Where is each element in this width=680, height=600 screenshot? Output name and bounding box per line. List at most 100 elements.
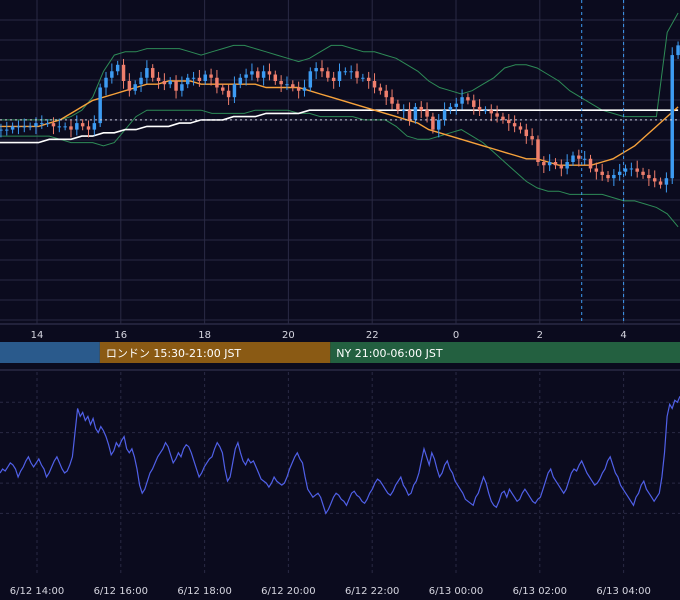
candle-body (115, 64, 120, 72)
candle-body (162, 81, 167, 85)
candle-body (69, 126, 73, 130)
candle-body (174, 81, 178, 91)
candle-body (267, 71, 272, 75)
candle-body (425, 110, 429, 117)
candle-body (664, 178, 669, 185)
price-tick-label: 18 (198, 330, 211, 341)
candle-body (372, 81, 377, 88)
candle-body (606, 174, 610, 179)
candle-body (98, 87, 102, 124)
candle-body (203, 74, 207, 81)
candle-body (582, 158, 587, 160)
candle-body (191, 77, 196, 79)
candle-body (314, 68, 318, 72)
candle-body (407, 110, 412, 120)
rsi-tick-label: 6/12 14:00 (10, 586, 64, 597)
candle-body (565, 162, 569, 169)
candle-body (0, 129, 3, 131)
candle-body (75, 123, 79, 130)
candle-body (28, 126, 32, 128)
price-grid (0, 19, 680, 325)
candle-body (542, 162, 546, 166)
candle-body (121, 64, 126, 81)
candle-body (238, 77, 243, 85)
candle-body (419, 106, 423, 111)
price-vertical-gridlines (36, 0, 625, 324)
candle-body (658, 181, 663, 185)
candle-body (431, 116, 435, 130)
candle-body (51, 123, 56, 127)
candle-body (547, 162, 552, 166)
candle-body (273, 74, 278, 81)
candle-body (378, 87, 383, 91)
rsi-x-axis: 6/12 14:00 6/12 16:00 6/12 18:00 6/12 20:00… (10, 586, 651, 597)
rsi-tick-label: 6/12 18:00 (177, 586, 231, 597)
candle-body (150, 68, 155, 78)
candle-body (104, 77, 108, 88)
candle-body (86, 126, 91, 130)
candle-body (343, 71, 348, 73)
candle-body (600, 171, 604, 175)
bollinger-bands (0, 12, 679, 228)
candle-body (553, 162, 558, 166)
candle-body (641, 171, 645, 175)
bollinger-lower-band (0, 109, 679, 228)
long-moving-average (0, 109, 679, 144)
candle-body (437, 119, 441, 130)
candle-body (331, 77, 336, 81)
candle-body (349, 71, 353, 73)
candle-body (80, 123, 85, 127)
candle-body (612, 174, 616, 179)
candle-body (647, 174, 651, 179)
session-block (330, 342, 680, 363)
candle-body (291, 84, 295, 88)
candle-body (285, 84, 289, 86)
candle-body (185, 77, 190, 85)
candle-body (629, 168, 634, 170)
candle-body (366, 77, 371, 81)
candle-body (261, 71, 266, 78)
price-tick-label: 22 (366, 330, 379, 341)
candle-body (396, 103, 400, 111)
candle-body (559, 165, 564, 169)
rsi-tick-label: 6/12 20:00 (261, 586, 315, 597)
candle-body (454, 103, 458, 107)
candle-body (460, 97, 464, 104)
candle-body (530, 136, 534, 140)
candlesticks[interactable] (0, 41, 680, 193)
candle-body (133, 84, 137, 91)
price-x-axis: 14 16 18 20 22 0 2 4 (31, 330, 627, 341)
candle-body (320, 68, 324, 72)
candle-body (501, 116, 505, 120)
candle-body (10, 126, 15, 130)
price-tick-label: 0 (453, 330, 459, 341)
candle-body (45, 123, 50, 125)
candle-body (232, 84, 237, 98)
candle-body (34, 123, 38, 127)
candle-body (296, 87, 301, 91)
session-markers (581, 0, 625, 324)
session-bar: ロンドン 15:30-21:00 JST NY 21:00-06:00 JST (0, 342, 680, 363)
candle-body (326, 71, 330, 78)
candle-body (670, 55, 674, 179)
price-tick-label: 20 (282, 330, 295, 341)
candle-body (197, 77, 202, 81)
candle-body (390, 97, 394, 104)
session-block (99, 342, 331, 363)
candle-body (209, 74, 213, 78)
candle-body (256, 71, 260, 78)
rsi-tick-label: 6/13 00:00 (429, 586, 483, 597)
candle-body (145, 68, 149, 78)
rsi-line (0, 395, 680, 515)
candle-body (483, 110, 488, 112)
candle-body (221, 87, 225, 91)
candle-body (22, 126, 27, 128)
bollinger-upper-band (0, 12, 679, 121)
candle-body (472, 100, 476, 107)
candle-body (180, 84, 184, 91)
candle-body (652, 178, 657, 182)
candle-body (110, 71, 114, 78)
candle-body (57, 126, 62, 128)
price-tick-label: 2 (537, 330, 543, 341)
